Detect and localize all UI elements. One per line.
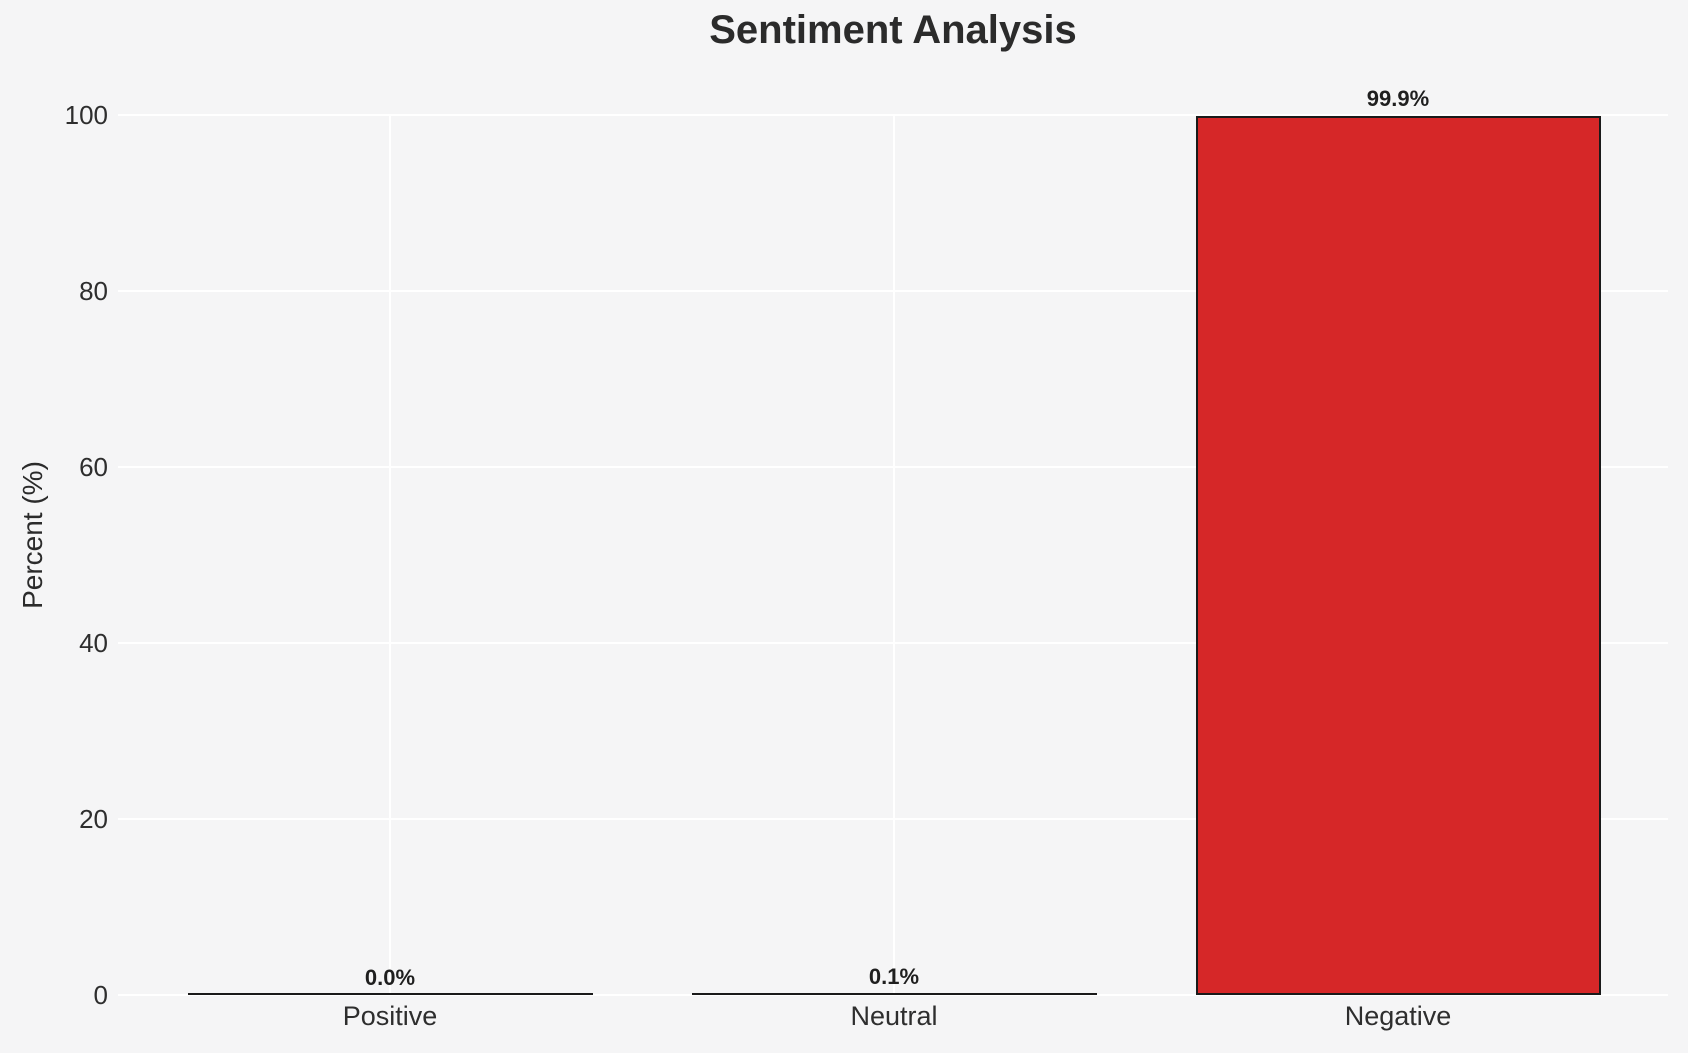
- bar-value-label: 99.9%: [1366, 85, 1430, 111]
- x-tick-label-neutral: Neutral: [850, 1001, 938, 1031]
- gridline-horizontal: [118, 466, 1668, 468]
- gridline-horizontal: [118, 290, 1668, 292]
- y-tick-label: 40: [79, 628, 108, 658]
- y-tick-label: 60: [79, 452, 108, 482]
- gridline-horizontal: [118, 642, 1668, 644]
- gridline-vertical: [893, 115, 895, 995]
- bar-positive: [187, 993, 593, 995]
- x-tick-label-positive: Positive: [342, 1001, 438, 1031]
- bar-negative: [1195, 115, 1601, 995]
- x-tick-label-negative: Negative: [1344, 1001, 1452, 1031]
- y-tick-label: 20: [79, 804, 108, 834]
- chart-title: Sentiment Analysis: [709, 8, 1077, 52]
- gridline-vertical: [389, 115, 391, 995]
- bar-value-label: 0.0%: [364, 965, 416, 990]
- gridline-horizontal: [118, 994, 1668, 996]
- bar-neutral: [691, 992, 1097, 995]
- gridline-horizontal: [118, 114, 1668, 116]
- plot-area: 0.0% 0.1% 99.9%: [118, 87, 1668, 996]
- y-axis-label: Percent (%): [17, 461, 48, 609]
- y-tick-label: 0: [93, 980, 108, 1010]
- gridline-horizontal: [118, 818, 1668, 820]
- bar-value-label: 0.1%: [868, 964, 920, 990]
- y-tick-label: 80: [79, 276, 108, 306]
- y-tick-label: 100: [64, 100, 108, 130]
